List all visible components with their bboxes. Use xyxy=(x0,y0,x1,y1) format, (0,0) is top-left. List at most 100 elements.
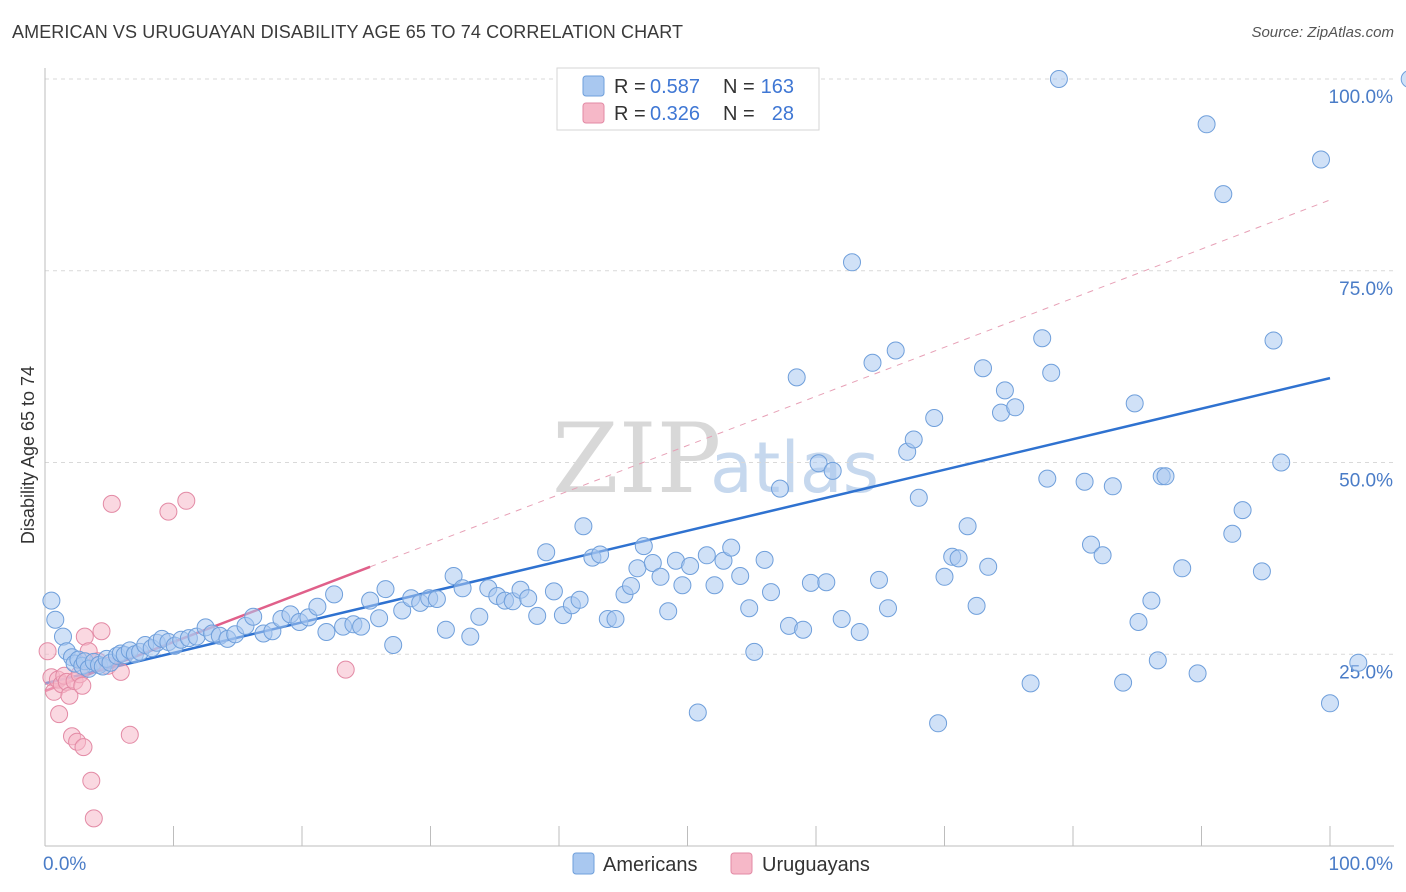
americans-point xyxy=(935,567,954,586)
chart-title: AMERICAN VS URUGUAYAN DISABILITY AGE 65 … xyxy=(12,22,684,42)
americans-point xyxy=(361,591,380,610)
americans-point xyxy=(722,538,741,557)
americans-point xyxy=(762,583,780,602)
americans-point xyxy=(967,596,986,615)
americans-point xyxy=(308,597,327,616)
americans-point xyxy=(461,627,480,646)
y-tick-label: 100.0% xyxy=(1329,87,1394,108)
americans-point xyxy=(1142,591,1161,610)
americans-point xyxy=(46,610,65,629)
x-tick-label: 100.0% xyxy=(1329,854,1394,875)
americans-point xyxy=(1082,535,1100,554)
americans-point xyxy=(1223,524,1242,543)
americans-point xyxy=(879,599,897,618)
americans-point xyxy=(740,599,759,618)
americans-point xyxy=(1114,673,1133,692)
americans-point xyxy=(591,545,610,564)
americans-point xyxy=(622,577,640,595)
uruguayans-point xyxy=(336,660,355,679)
americans-point xyxy=(731,567,750,585)
y-tick-label: 50.0% xyxy=(1339,471,1393,492)
americans-point xyxy=(771,479,789,498)
americans-point xyxy=(606,610,625,628)
americans-point xyxy=(870,570,888,589)
americans-point xyxy=(1321,694,1339,713)
bottom-legend-swatch-uruguayans xyxy=(730,852,753,875)
americans-point xyxy=(823,461,842,480)
americans-point xyxy=(643,554,662,572)
americans-point xyxy=(1148,651,1167,670)
americans-point xyxy=(801,573,820,592)
americans-point xyxy=(1075,472,1094,491)
americans-point xyxy=(929,714,948,733)
x-tick-label: 0.0% xyxy=(43,854,86,875)
americans-point xyxy=(628,559,647,578)
americans-point xyxy=(1021,674,1040,693)
tick-labels: 25.0%50.0%75.0%100.0%0.0% 100.0% xyxy=(43,87,1393,875)
americans-point xyxy=(688,703,707,722)
y-axis-label: Disability Age 65 to 74 xyxy=(18,366,38,544)
americans-points xyxy=(42,70,1406,733)
americans-point xyxy=(886,341,905,360)
uruguayans-point xyxy=(74,738,93,757)
americans-point xyxy=(574,517,593,536)
americans-point xyxy=(832,610,851,628)
americans-point xyxy=(470,607,489,626)
americans-point xyxy=(1252,562,1271,581)
americans-point xyxy=(519,589,538,608)
americans-point xyxy=(42,591,61,610)
americans-point xyxy=(794,620,813,639)
americans-point xyxy=(850,623,869,641)
correlation-legend: R = 0.587 N = 163 R = 0.326 N = 28 xyxy=(556,67,820,131)
americans-point xyxy=(634,537,653,556)
americans-point xyxy=(537,543,556,562)
uruguayans-point xyxy=(38,642,57,661)
y-tick-label: 75.0% xyxy=(1339,279,1393,300)
americans-point xyxy=(1233,501,1252,520)
americans-point xyxy=(1033,329,1052,348)
americans-point xyxy=(1125,394,1144,413)
uruguayans-point xyxy=(73,676,92,695)
legend-r-label-americans: R = xyxy=(614,76,646,98)
americans-point xyxy=(1049,70,1068,88)
bottom-legend-swatch-americans xyxy=(572,852,595,875)
watermark-zip: ZIP xyxy=(552,403,721,515)
americans-point xyxy=(817,573,836,592)
americans-point xyxy=(1093,546,1112,565)
americans-point xyxy=(453,579,472,598)
watermark-atlas: atlas xyxy=(710,427,879,509)
bottom-legend-label-uruguayans: Uruguayans xyxy=(762,854,870,876)
americans-point xyxy=(384,636,403,654)
americans-point xyxy=(1188,664,1207,683)
americans-point xyxy=(393,601,412,620)
americans-point xyxy=(528,606,547,625)
americans-point xyxy=(745,642,764,661)
legend-n-label-americans: N = xyxy=(723,76,755,98)
americans-point xyxy=(325,585,344,604)
americans-point xyxy=(1264,331,1283,350)
uruguayans-point xyxy=(120,725,139,744)
americans-point xyxy=(651,567,670,586)
legend-n-value-americans: 163 xyxy=(761,76,794,98)
americans-point xyxy=(570,590,589,609)
americans-point xyxy=(863,353,882,372)
americans-point xyxy=(1214,185,1233,204)
americans-point xyxy=(1349,653,1368,672)
uruguayans-point xyxy=(50,705,69,724)
americans-point xyxy=(958,517,977,536)
uruguayans-point xyxy=(84,809,103,828)
americans-point xyxy=(436,620,455,639)
americans-point xyxy=(949,549,968,568)
americans-point xyxy=(352,617,371,636)
americans-point xyxy=(263,622,282,641)
americans-point xyxy=(925,409,944,427)
americans-point xyxy=(1103,477,1122,496)
americans-point xyxy=(1312,150,1330,169)
uruguayans-trend-extension xyxy=(369,199,1331,568)
americans-point xyxy=(1042,363,1061,382)
americans-point xyxy=(979,557,998,576)
americans-point xyxy=(904,430,923,449)
axes xyxy=(44,68,1394,847)
uruguayans-point xyxy=(92,622,111,641)
